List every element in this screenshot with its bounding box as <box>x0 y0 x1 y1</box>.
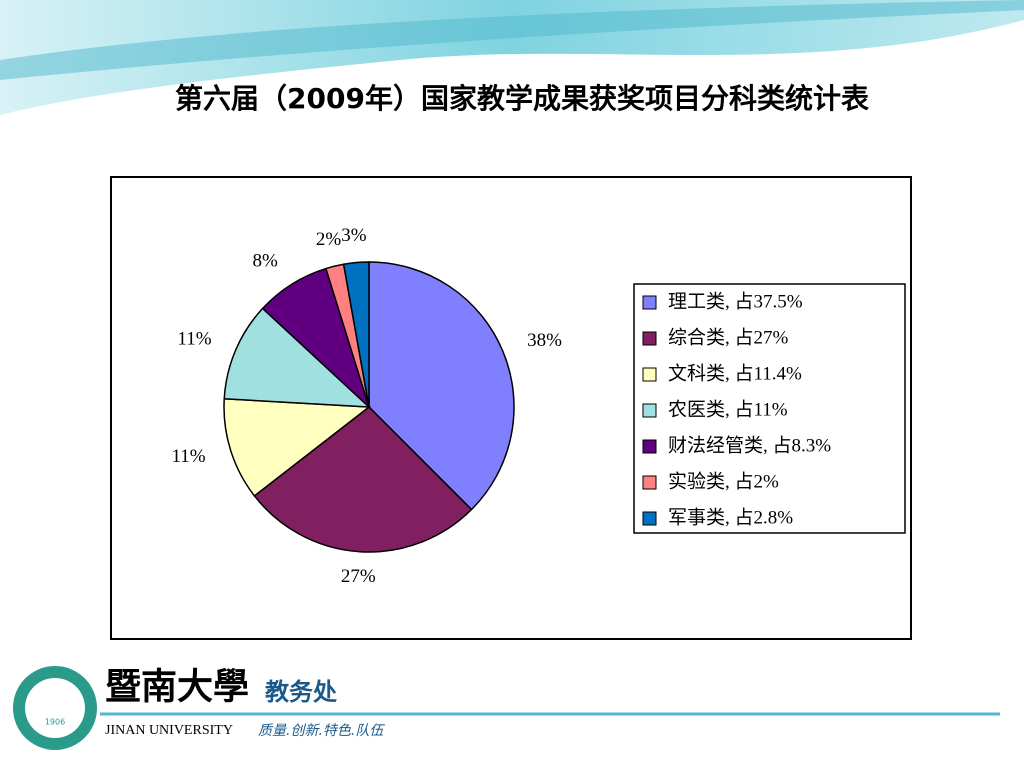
legend-swatch <box>642 367 657 382</box>
header-wave-line <box>0 0 1024 80</box>
legend-swatch <box>642 439 657 454</box>
data-label: 38% <box>527 330 562 351</box>
motto: 质量.创新.特色.队伍 <box>258 723 385 739</box>
legend-label: 文科类, 占11.4% <box>668 362 802 384</box>
header-wave <box>0 0 1024 115</box>
pie-slice <box>223 398 372 497</box>
data-label: 2% <box>316 229 342 250</box>
university-name: 暨南大學 <box>105 666 249 706</box>
legend-swatch <box>642 511 657 526</box>
logo-inner <box>25 678 85 738</box>
legend-swatch <box>642 295 657 310</box>
data-label: 3% <box>341 225 367 246</box>
pie-slice <box>368 261 515 511</box>
pie-slice <box>223 307 372 408</box>
legend-label: 财法经管类, 占8.3% <box>668 434 831 456</box>
pie: 38% 27% 11% 11% 8% 2% 3% <box>171 225 562 587</box>
legend-swatch <box>642 331 657 346</box>
legend-label: 农医类, 占11% <box>668 398 788 420</box>
english-name: JINAN UNIVERSITY <box>105 723 233 738</box>
legend-swatch <box>642 475 657 490</box>
legend-box <box>633 283 906 534</box>
legend-label: 综合类, 占27% <box>668 326 789 348</box>
department: 教务处 <box>265 678 337 706</box>
pie-slice <box>342 261 370 408</box>
legend: 理工类, 占37.5% 综合类, 占27% 文科类, 占11.4% 农医类, 占11%… <box>642 290 831 528</box>
legend-swatch <box>642 403 657 418</box>
pie-slice <box>253 406 473 553</box>
data-label: 11% <box>171 446 205 467</box>
legend-label: 军事类, 占2.8% <box>668 506 793 528</box>
data-label: 11% <box>177 328 211 349</box>
legend-label: 理工类, 占37.5% <box>668 290 803 312</box>
slide-title: 第六届（2009年）国家教学成果获奖项目分科类统计表 <box>175 82 869 115</box>
data-label: 27% <box>341 566 376 587</box>
data-label: 8% <box>252 251 278 272</box>
logo-year: 1906 <box>45 718 65 727</box>
legend-label: 实验类, 占2% <box>668 470 779 492</box>
